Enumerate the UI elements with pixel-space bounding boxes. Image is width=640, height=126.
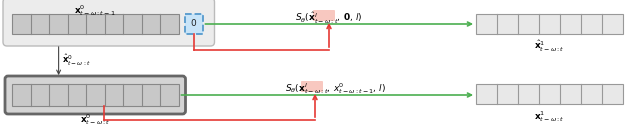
Bar xyxy=(476,84,623,104)
Text: $S_\theta(\hat{\mathbf{x}}^l_{t-\omega:t},\, \mathbf{0},\, l)$: $S_\theta(\hat{\mathbf{x}}^l_{t-\omega:t… xyxy=(295,10,363,26)
Bar xyxy=(16,88,182,110)
FancyBboxPatch shape xyxy=(5,76,186,114)
FancyBboxPatch shape xyxy=(3,0,214,46)
FancyBboxPatch shape xyxy=(301,81,323,92)
Bar xyxy=(184,14,202,34)
FancyBboxPatch shape xyxy=(313,10,335,21)
Text: $\mathbf{x}^1_{t-\omega:t}$: $\mathbf{x}^1_{t-\omega:t}$ xyxy=(534,109,565,124)
Text: $\mathbf{x}^0_{t-\omega:t}$: $\mathbf{x}^0_{t-\omega:t}$ xyxy=(80,112,111,126)
Bar xyxy=(12,14,179,34)
Text: $S_\theta(\mathbf{x}^l_{t-\omega:t},\, x^0_{t-\omega:t-1},\, l)$: $S_\theta(\mathbf{x}^l_{t-\omega:t},\, x… xyxy=(285,82,386,97)
Bar xyxy=(12,84,179,106)
Text: $\hat{\mathbf{x}}^0_{t-\omega:t}$: $\hat{\mathbf{x}}^0_{t-\omega:t}$ xyxy=(61,53,90,68)
Text: $\hat{\mathbf{x}}^1_{t-\omega:t}$: $\hat{\mathbf{x}}^1_{t-\omega:t}$ xyxy=(534,39,565,54)
Text: 0: 0 xyxy=(191,20,196,28)
Bar xyxy=(476,14,623,34)
Text: $\mathbf{x}^0_{t-\omega:t-1}$: $\mathbf{x}^0_{t-\omega:t-1}$ xyxy=(74,3,116,18)
